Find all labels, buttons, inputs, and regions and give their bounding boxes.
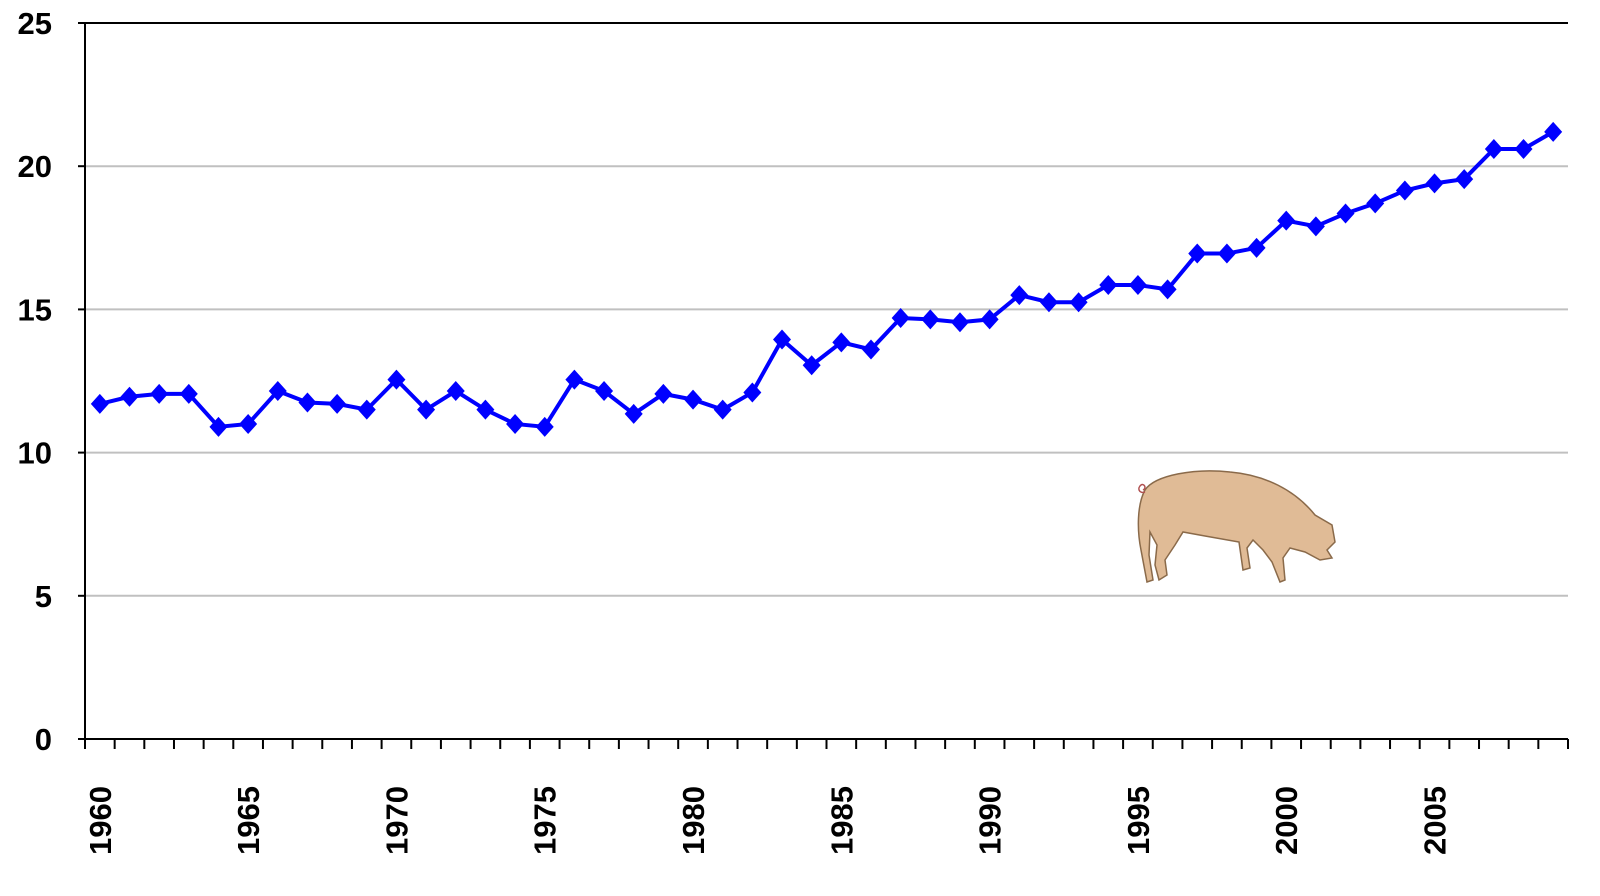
x-tick-label: 1975 xyxy=(528,786,563,855)
data-point xyxy=(921,309,940,330)
pig-illustration xyxy=(1137,470,1336,583)
x-tick-label: 1980 xyxy=(676,786,711,855)
data-point xyxy=(328,393,347,414)
data-point xyxy=(1217,243,1236,264)
x-tick-label: 1990 xyxy=(973,786,1008,855)
data-point xyxy=(950,312,969,333)
data-point xyxy=(1188,243,1207,264)
x-tick-label: 1965 xyxy=(231,786,266,855)
data-point xyxy=(1069,292,1088,313)
data-line xyxy=(99,130,1555,429)
data-point xyxy=(1128,275,1147,296)
data-point xyxy=(179,383,198,404)
data-point xyxy=(1544,121,1563,142)
data-point xyxy=(980,309,999,330)
data-point xyxy=(298,392,317,413)
data-point xyxy=(1010,285,1029,306)
y-tick-label: 5 xyxy=(35,579,52,614)
data-point xyxy=(565,369,584,390)
data-point xyxy=(684,389,703,410)
data-point xyxy=(1277,210,1296,231)
data-point xyxy=(654,383,673,404)
data-point xyxy=(1039,292,1058,313)
x-tick-label: 2000 xyxy=(1269,786,1304,855)
data-point xyxy=(832,332,851,353)
y-tick-label: 10 xyxy=(18,436,52,471)
x-tick-label: 1970 xyxy=(379,786,414,855)
data-point xyxy=(506,413,525,434)
data-point xyxy=(802,355,821,376)
data-point xyxy=(743,382,762,403)
data-point xyxy=(535,416,554,437)
x-tick-label: 2005 xyxy=(1418,786,1453,855)
data-point xyxy=(239,413,258,434)
data-point xyxy=(417,399,436,420)
data-point xyxy=(1247,237,1266,258)
y-tick-label: 0 xyxy=(35,722,52,757)
data-point xyxy=(1099,275,1118,296)
data-point xyxy=(1455,169,1474,190)
data-point xyxy=(209,416,228,437)
data-point xyxy=(713,399,732,420)
data-point xyxy=(357,399,376,420)
data-point xyxy=(891,307,910,328)
y-tick-label: 15 xyxy=(18,292,52,327)
data-point xyxy=(1425,173,1444,194)
data-point xyxy=(446,381,465,402)
data-point xyxy=(387,369,406,390)
data-point xyxy=(1484,139,1503,160)
x-tick-label: 1985 xyxy=(824,786,859,855)
data-point xyxy=(476,399,495,420)
data-point xyxy=(595,381,614,402)
data-point xyxy=(150,383,169,404)
data-point xyxy=(1306,216,1325,237)
data-point xyxy=(120,386,139,407)
data-point xyxy=(90,393,109,414)
data-point xyxy=(861,339,880,360)
data-point xyxy=(1514,139,1533,160)
x-tick-label: 1960 xyxy=(83,786,118,855)
data-point xyxy=(268,381,287,402)
data-point xyxy=(1158,279,1177,300)
y-tick-label: 20 xyxy=(18,149,52,184)
data-point xyxy=(1366,193,1385,214)
y-tick-label: 25 xyxy=(18,6,52,41)
data-point xyxy=(773,329,792,350)
data-point xyxy=(1395,180,1414,201)
x-tick-label: 1995 xyxy=(1121,786,1156,855)
data-point xyxy=(624,403,643,424)
data-point xyxy=(1336,203,1355,224)
